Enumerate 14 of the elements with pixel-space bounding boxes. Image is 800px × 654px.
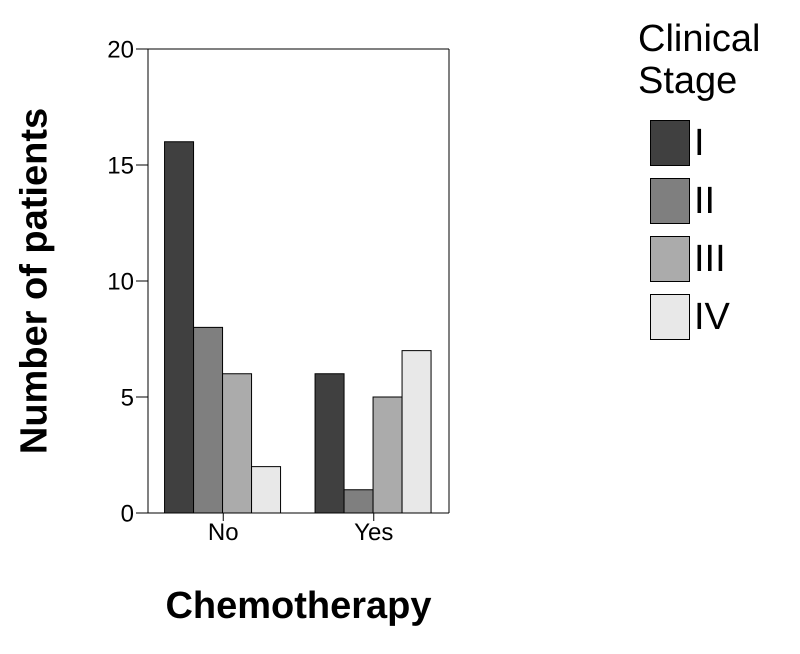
y-tick-label: 15	[107, 152, 134, 180]
y-tick-label: 10	[107, 268, 134, 296]
y-axis-title: Number of patients	[13, 108, 56, 454]
y-tick-label: 20	[107, 36, 134, 64]
legend-title: Clinical Stage	[638, 18, 762, 102]
x-tick-label: Yes	[354, 519, 394, 546]
x-axis-title: Chemotherapy	[165, 585, 432, 627]
legend-label: I	[694, 122, 705, 164]
legend-label: III	[694, 238, 726, 280]
legend-label: IV	[694, 296, 730, 338]
y-tick-label: 5	[120, 384, 134, 412]
x-tick-label: No	[208, 519, 239, 546]
legend-label: II	[694, 180, 716, 222]
y-tick-label: 0	[120, 500, 134, 528]
